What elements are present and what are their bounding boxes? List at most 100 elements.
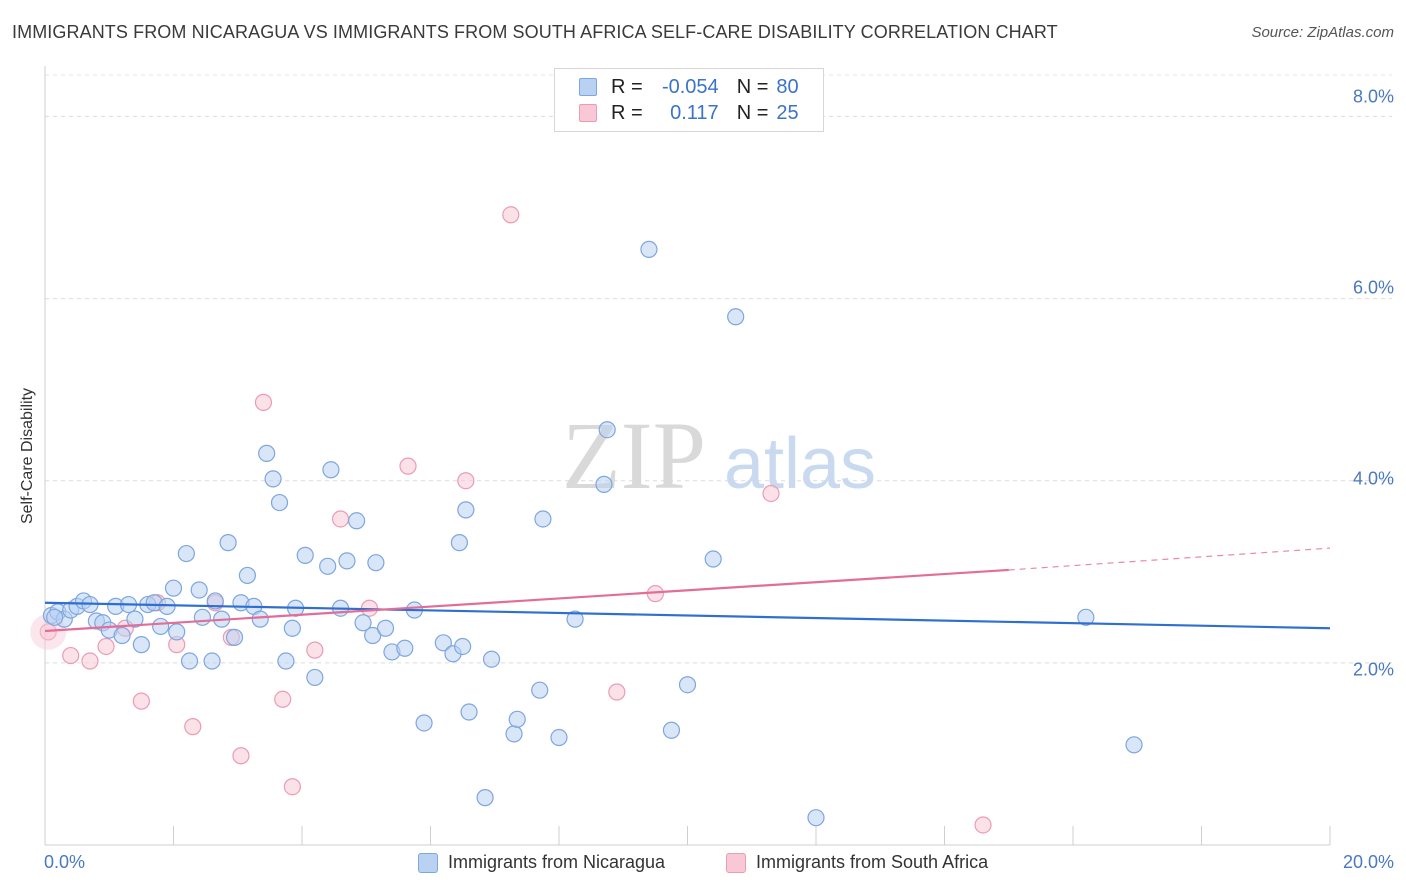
south-africa-point xyxy=(974,816,992,834)
south-africa-point xyxy=(502,206,520,224)
nicaragua-point xyxy=(132,636,150,654)
nicaragua-point xyxy=(283,619,301,637)
south-africa-trend-extension xyxy=(1008,547,1331,571)
nicaragua-point xyxy=(190,581,208,599)
nicaragua-point xyxy=(338,552,356,570)
south-africa-point xyxy=(283,778,301,796)
n-label: N = xyxy=(736,101,769,124)
south-africa-point xyxy=(254,393,273,411)
y-tick-label: 8.0% xyxy=(1352,86,1394,107)
chart-title: IMMIGRANTS FROM NICARAGUA VS IMMIGRANTS … xyxy=(12,22,1058,42)
nicaragua-point xyxy=(595,475,613,493)
n-value: 25 xyxy=(776,101,799,124)
r-label: R = xyxy=(611,101,643,124)
south-africa-point xyxy=(608,683,626,701)
south-africa-points xyxy=(30,206,992,834)
south-africa-point xyxy=(97,637,115,656)
nicaragua-point xyxy=(505,725,523,743)
nicaragua-point xyxy=(678,676,697,694)
nicaragua-point xyxy=(322,461,340,479)
legend-item-nicaragua[interactable]: Immigrants from Nicaragua xyxy=(418,852,665,873)
nicaragua-point xyxy=(434,634,452,652)
south-africa-point xyxy=(232,747,250,765)
nicaragua-point xyxy=(219,534,237,552)
south-africa-legend-swatch xyxy=(726,852,746,873)
y-axis-label: Self-Care Disability xyxy=(19,387,36,525)
nicaragua-point xyxy=(296,546,314,564)
legend-row-nicaragua: R = -0.054 N = 80 xyxy=(579,75,799,99)
watermark-atlas: atlas xyxy=(724,424,876,504)
nicaragua-point xyxy=(376,619,395,637)
nicaragua-point xyxy=(264,470,282,488)
nicaragua-point xyxy=(152,617,170,636)
nicaragua-point xyxy=(550,728,568,747)
nicaragua-point xyxy=(238,566,256,585)
nicaragua-point xyxy=(531,681,549,699)
nicaragua-point xyxy=(225,628,244,646)
y-tick-label: 6.0% xyxy=(1352,277,1394,298)
nicaragua-point xyxy=(534,510,552,528)
south-africa-point xyxy=(81,652,99,670)
legend-row-south-africa: R = 0.117 N = 25 xyxy=(579,101,799,125)
south-africa-point xyxy=(457,472,475,490)
nicaragua-point xyxy=(415,714,433,732)
stats-legend: R = -0.054 N = 80 R = 0.117 N = 25 xyxy=(554,68,824,132)
nicaragua-point xyxy=(258,444,276,462)
south-africa-point xyxy=(184,718,202,736)
nicaragua-point xyxy=(598,421,616,439)
y-tick-label: 4.0% xyxy=(1352,468,1394,489)
r-value: 0.117 xyxy=(670,101,719,124)
nicaragua-point xyxy=(364,626,382,645)
nicaragua-point xyxy=(46,608,64,626)
nicaragua-point xyxy=(206,592,224,610)
nicaragua-point xyxy=(270,493,289,512)
nicaragua-legend-swatch xyxy=(418,852,438,873)
nicaragua-point xyxy=(367,554,385,572)
nicaragua-point xyxy=(354,614,372,632)
y-tick-label: 2.0% xyxy=(1352,659,1394,680)
watermark: ZIP atlas xyxy=(562,402,876,509)
nicaragua-point xyxy=(177,544,195,563)
nicaragua-point xyxy=(482,650,501,668)
nicaragua-swatch xyxy=(579,78,597,96)
legend-item-south-africa[interactable]: Immigrants from South Africa xyxy=(726,852,988,873)
nicaragua-point xyxy=(180,652,199,670)
south-africa-point xyxy=(331,510,350,528)
nicaragua-point xyxy=(251,610,269,628)
n-value: 80 xyxy=(776,75,799,98)
nicaragua-point xyxy=(164,579,183,597)
south-africa-point xyxy=(399,457,417,475)
nicaragua-point xyxy=(807,809,825,827)
south-africa-legend-label: Immigrants from South Africa xyxy=(756,852,989,872)
trend-lines xyxy=(44,547,1331,633)
source-credit: Source: ZipAtlas.com xyxy=(1251,24,1394,41)
south-africa-point xyxy=(274,690,292,708)
r-label: R = xyxy=(611,75,643,98)
nicaragua-point xyxy=(450,534,469,552)
nicaragua-point xyxy=(126,610,144,628)
r-value: -0.054 xyxy=(661,75,719,98)
nicaragua-point xyxy=(193,608,212,626)
nicaragua-point xyxy=(203,652,221,670)
x-tick-label-min: 0.0% xyxy=(44,852,86,872)
south-africa-point xyxy=(762,484,780,503)
nicaragua-point xyxy=(396,639,414,657)
nicaragua-point xyxy=(348,512,366,530)
south-africa-point xyxy=(62,646,80,665)
nicaragua-point xyxy=(727,308,745,326)
nicaragua-point xyxy=(704,550,722,568)
nicaragua-point xyxy=(460,703,478,721)
nicaragua-point xyxy=(662,721,681,739)
nicaragua-point xyxy=(508,710,526,728)
nicaragua-point xyxy=(319,557,337,575)
south-africa-trend-line xyxy=(44,568,1009,633)
nicaragua-point xyxy=(277,652,295,670)
south-africa-swatch xyxy=(579,104,597,122)
south-africa-point xyxy=(39,623,57,641)
nicaragua-point xyxy=(158,597,176,615)
nicaragua-point xyxy=(306,668,324,687)
nicaragua-trend-line xyxy=(44,601,1331,630)
nicaragua-point xyxy=(1125,736,1143,754)
nicaragua-legend-label: Immigrants from Nicaragua xyxy=(448,852,666,872)
south-africa-point xyxy=(132,692,150,710)
